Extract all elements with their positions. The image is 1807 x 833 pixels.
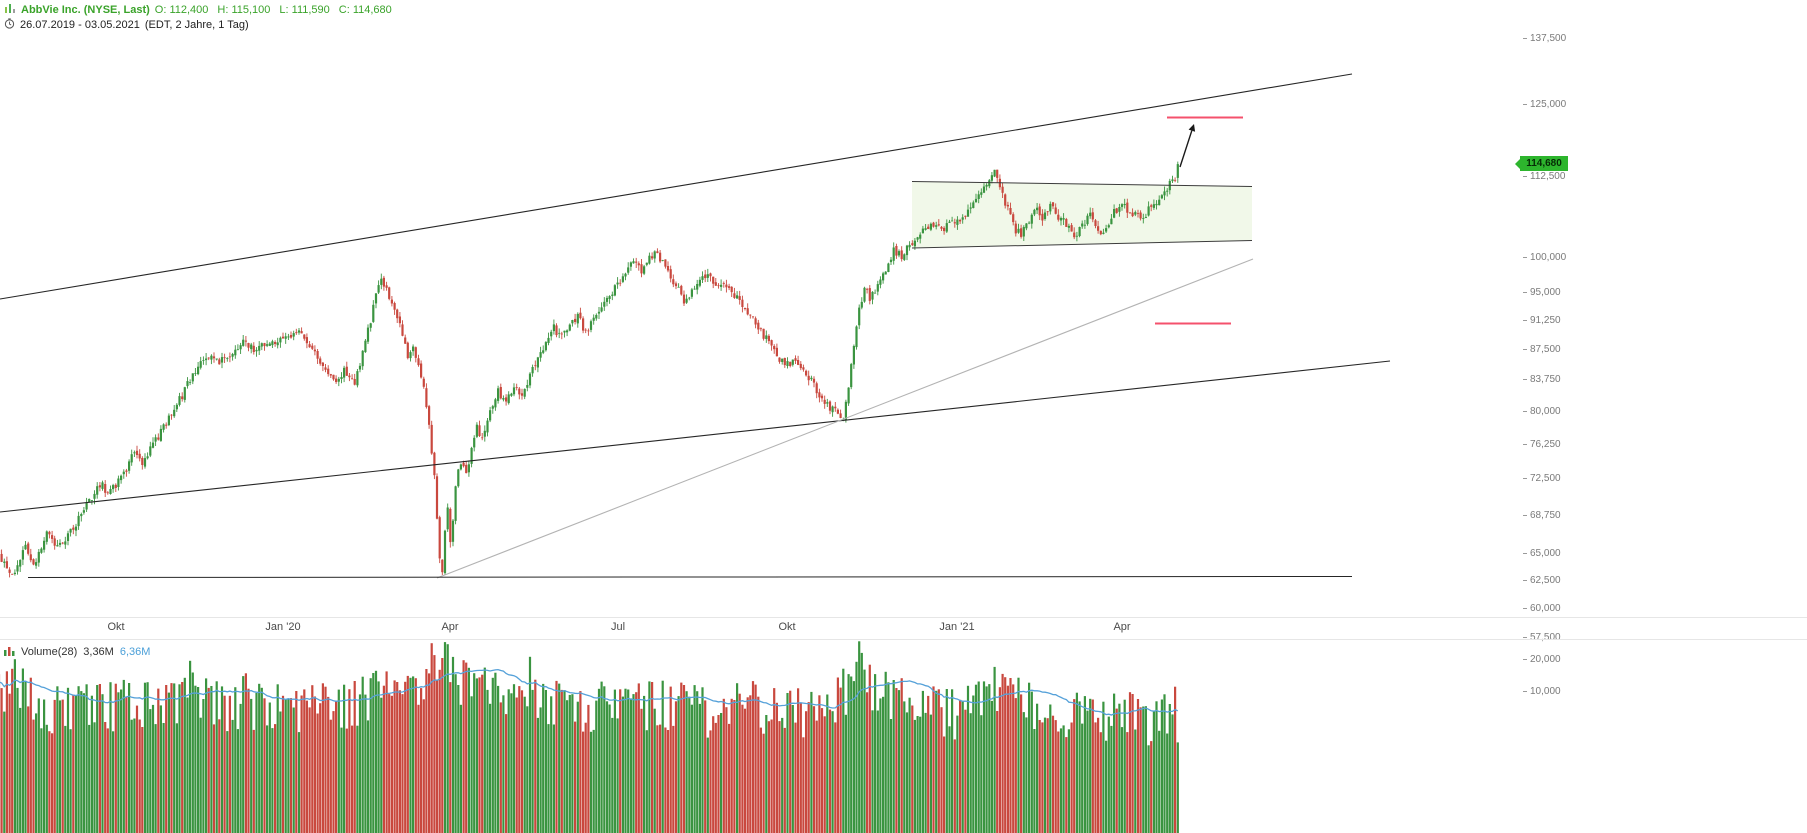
price-axis-label: 72,500 bbox=[1523, 473, 1561, 484]
price-axis-label: 100,000 bbox=[1523, 252, 1566, 263]
price-axis-label: 95,000 bbox=[1523, 287, 1561, 298]
volume-header: Volume(28) 3,36M 6,36M bbox=[4, 643, 150, 661]
price-axis-label: 137,500 bbox=[1523, 33, 1566, 44]
price-axis-label: 125,000 bbox=[1523, 99, 1566, 110]
price-axis-label: 87,500 bbox=[1523, 344, 1561, 355]
price-axis-label: 76,250 bbox=[1523, 439, 1561, 450]
pane-divider-top bbox=[0, 617, 1807, 618]
time-axis-label: Jan '21 bbox=[939, 621, 975, 633]
price-axis-label: 65,000 bbox=[1523, 548, 1561, 559]
time-axis-label: Apr bbox=[441, 621, 459, 633]
volume-ma-value: 6,36M bbox=[119, 646, 151, 658]
ohlc-low: L: 111,590 bbox=[279, 3, 330, 16]
ohlc-open: O: 112,400 bbox=[154, 3, 209, 16]
chart-header: AbbVie Inc. (NYSE, Last) O: 112,400 H: 1… bbox=[4, 2, 392, 32]
clock-icon bbox=[4, 17, 15, 32]
price-axis-label: 112,500 bbox=[1523, 171, 1565, 182]
time-axis-label: Jul bbox=[610, 621, 626, 633]
price-axis-label: 60,000 bbox=[1523, 603, 1561, 614]
price-axis-label: 57,500 bbox=[1523, 632, 1561, 643]
ohlc-high: H: 115,100 bbox=[217, 3, 271, 16]
instrument-icon bbox=[4, 1, 16, 19]
last-price-badge: 114,680 bbox=[1520, 156, 1568, 171]
price-axis-label: 80,000 bbox=[1523, 406, 1561, 417]
volume-axis-label: 10,000 bbox=[1523, 686, 1561, 697]
volume-icon bbox=[4, 643, 15, 661]
time-axis-label: Okt bbox=[778, 621, 796, 633]
instrument-title: AbbVie Inc. (NYSE, Last) bbox=[21, 3, 150, 16]
ohlc-close: C: 114,680 bbox=[338, 3, 392, 16]
date-range: 26.07.2019 - 03.05.2021 bbox=[20, 18, 140, 31]
price-axis-label: 62,500 bbox=[1523, 575, 1561, 586]
timeframe-label: (EDT, 2 Jahre, 1 Tag) bbox=[144, 18, 249, 31]
time-axis-label: Apr bbox=[1113, 621, 1131, 633]
volume-axis-label: 20,000 bbox=[1523, 654, 1561, 665]
price-axis-label: 91,250 bbox=[1523, 315, 1561, 326]
volume-label: Volume(28) bbox=[21, 646, 78, 658]
price-axis-label: 68,750 bbox=[1523, 510, 1561, 521]
price-axis-label: 83,750 bbox=[1523, 374, 1561, 385]
pane-divider-bottom bbox=[0, 639, 1807, 640]
volume-last-value: 3,36M bbox=[83, 646, 114, 658]
time-axis-label: Jan '20 bbox=[265, 621, 301, 633]
ohlc-values: O: 112,400 H: 115,100 L: 111,590 C: 114,… bbox=[155, 4, 392, 16]
time-axis-label: Okt bbox=[107, 621, 125, 633]
